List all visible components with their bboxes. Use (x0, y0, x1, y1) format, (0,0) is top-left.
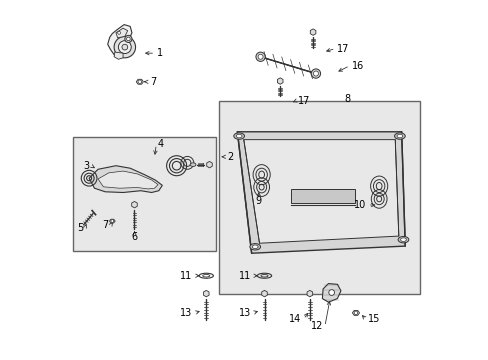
Text: 11: 11 (180, 271, 192, 281)
Text: 15: 15 (367, 314, 379, 324)
Ellipse shape (249, 244, 260, 250)
Text: 17: 17 (337, 44, 349, 54)
Polygon shape (89, 166, 162, 193)
Text: 2: 2 (227, 152, 233, 162)
Polygon shape (277, 78, 283, 84)
Text: 6: 6 (131, 232, 137, 242)
Circle shape (313, 71, 318, 76)
Text: 7: 7 (149, 77, 156, 87)
Text: 13: 13 (180, 308, 192, 318)
Ellipse shape (394, 133, 405, 139)
Circle shape (122, 44, 127, 50)
Polygon shape (237, 132, 405, 253)
Polygon shape (114, 52, 123, 59)
Polygon shape (136, 79, 143, 84)
Text: 11: 11 (238, 271, 250, 281)
Polygon shape (306, 291, 312, 297)
Bar (290, 189, 354, 203)
Text: 16: 16 (351, 61, 363, 71)
Ellipse shape (396, 134, 402, 138)
Circle shape (311, 69, 320, 78)
Circle shape (353, 311, 357, 315)
Ellipse shape (397, 237, 408, 243)
Circle shape (118, 31, 121, 34)
Text: 3: 3 (83, 161, 89, 171)
Circle shape (114, 36, 135, 58)
Polygon shape (322, 284, 340, 302)
Circle shape (111, 220, 114, 222)
Text: 10: 10 (353, 200, 365, 210)
Text: 12: 12 (310, 321, 323, 332)
Text: 5: 5 (77, 223, 83, 233)
Bar (219, 102, 419, 294)
Polygon shape (98, 171, 158, 189)
Polygon shape (109, 219, 115, 223)
Text: 17: 17 (298, 96, 310, 106)
Polygon shape (352, 310, 359, 315)
Ellipse shape (233, 133, 244, 139)
Circle shape (255, 52, 264, 62)
Circle shape (258, 54, 263, 59)
Circle shape (328, 290, 334, 296)
Polygon shape (310, 29, 315, 35)
Polygon shape (131, 202, 137, 208)
Text: 8: 8 (344, 94, 350, 104)
Circle shape (118, 41, 131, 54)
Text: 7: 7 (102, 220, 108, 230)
Polygon shape (206, 161, 212, 168)
Text: 4: 4 (158, 139, 164, 149)
Text: 14: 14 (289, 314, 301, 324)
Polygon shape (203, 291, 209, 297)
Text: 13: 13 (238, 308, 250, 318)
Text: 1: 1 (157, 48, 163, 58)
Polygon shape (244, 140, 398, 243)
Circle shape (138, 80, 142, 84)
Ellipse shape (400, 238, 406, 242)
Circle shape (126, 37, 130, 41)
Bar (73, 137, 216, 251)
Polygon shape (107, 24, 134, 58)
Ellipse shape (252, 245, 258, 249)
Ellipse shape (190, 163, 196, 166)
Ellipse shape (236, 134, 242, 138)
Circle shape (124, 35, 132, 42)
Polygon shape (116, 28, 127, 38)
Polygon shape (261, 291, 267, 297)
Text: 9: 9 (255, 197, 261, 206)
